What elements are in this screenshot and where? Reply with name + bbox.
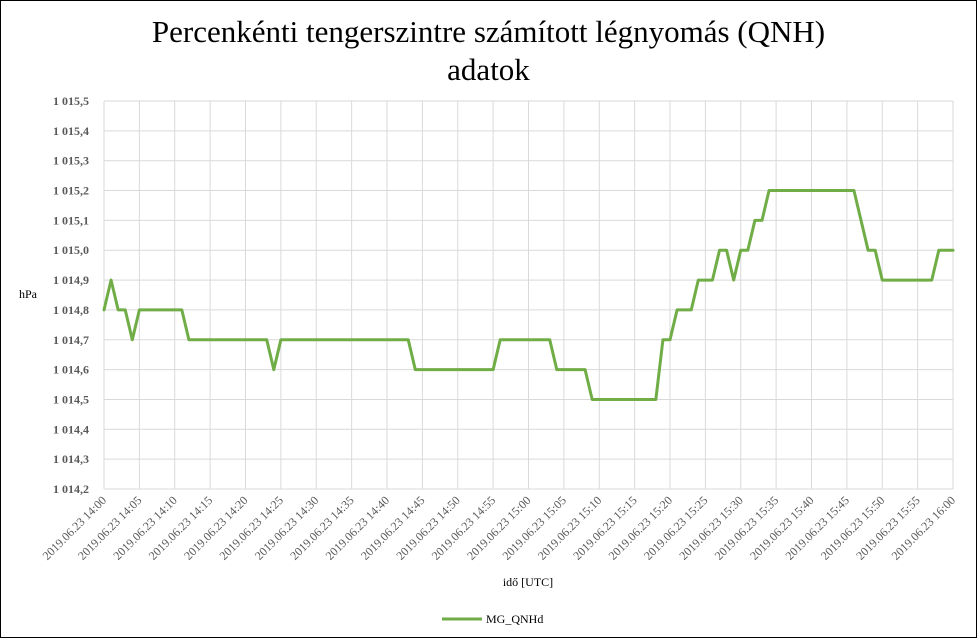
y-tick-label: 1 014,9 xyxy=(53,273,89,287)
y-tick-label: 1 014,4 xyxy=(53,422,89,436)
y-tick-label: 1 015,5 xyxy=(53,94,89,108)
y-tick-label: 1 014,7 xyxy=(53,333,89,347)
y-tick-label: 1 015,0 xyxy=(53,243,89,257)
y-tick-label: 1 015,1 xyxy=(53,213,89,227)
series-layer xyxy=(102,189,955,401)
y-tick-label: 1 014,2 xyxy=(53,482,89,496)
y-axis-label: hPa xyxy=(19,287,38,301)
y-tick-label: 1 015,4 xyxy=(53,124,89,138)
y-tick-label: 1 014,3 xyxy=(53,452,89,466)
y-tick-label: 1 015,2 xyxy=(53,184,89,198)
y-tick-label: 1 014,5 xyxy=(53,392,89,406)
y-tick-label: 1 014,8 xyxy=(53,303,89,317)
y-tick-label: 1 015,3 xyxy=(53,154,89,168)
gridlines xyxy=(103,100,954,490)
chart-title-line-1: Percenkénti tengerszintre számított légn… xyxy=(151,14,826,49)
series-line-mg-qnhd xyxy=(102,189,955,401)
y-axis-ticks: 1 014,2 1 014,3 1 014,4 1 014,5 1 014,6 1 014… xyxy=(53,94,89,496)
legend: MG_QNHd xyxy=(442,612,543,626)
x-axis-label: idő [UTC] xyxy=(503,575,553,589)
chart-title: Percenkénti tengerszintre számított légn… xyxy=(1,13,976,89)
legend-label-mg-qnhd: MG_QNHd xyxy=(486,612,543,626)
chart-title-line-2: adatok xyxy=(447,52,530,87)
y-tick-label: 1 014,6 xyxy=(53,363,89,377)
x-tick-label: 2019.06.23 16:00 xyxy=(889,493,959,563)
